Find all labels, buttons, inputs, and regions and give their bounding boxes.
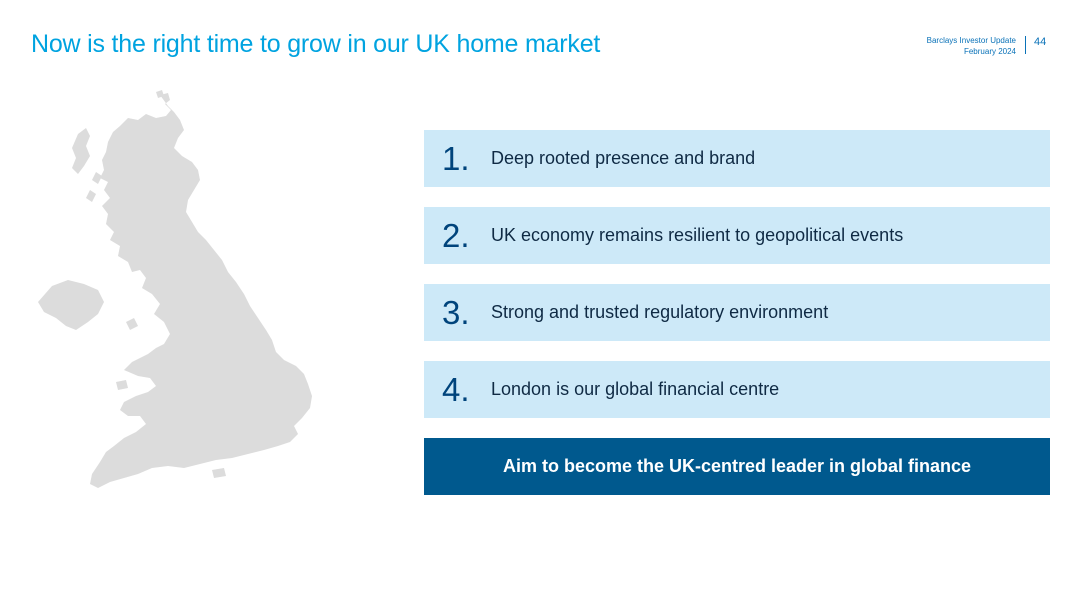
point-card-4: 4. London is our global financial centre <box>424 361 1050 418</box>
point-number: 3. <box>442 294 470 331</box>
meta-date: February 2024 <box>963 47 1016 56</box>
meta-document-name: Barclays Investor Update <box>926 36 1016 45</box>
point-card-3: 3. Strong and trusted regulatory environ… <box>424 284 1050 341</box>
page-number: 44 <box>1034 36 1047 48</box>
header-meta: Barclays Investor Update February 2024 <box>927 35 1016 57</box>
uk-map-icon <box>38 90 312 488</box>
point-text: UK economy remains resilient to geopolit… <box>491 225 904 245</box>
point-card-2: 2. UK economy remains resilient to geopo… <box>424 207 1050 264</box>
point-number: 2. <box>442 217 470 254</box>
point-text: Deep rooted presence and brand <box>491 148 756 168</box>
goal-banner: Aim to become the UK-centred leader in g… <box>424 438 1050 495</box>
point-text: London is our global financial centre <box>491 379 780 399</box>
point-number: 1. <box>442 140 470 177</box>
point-card-1: 1. Deep rooted presence and brand <box>424 130 1050 187</box>
meta-divider <box>1025 36 1026 54</box>
page-title: Now is the right time to grow in our UK … <box>31 30 601 58</box>
point-number: 4. <box>442 371 470 408</box>
point-text: Strong and trusted regulatory environmen… <box>491 302 829 322</box>
